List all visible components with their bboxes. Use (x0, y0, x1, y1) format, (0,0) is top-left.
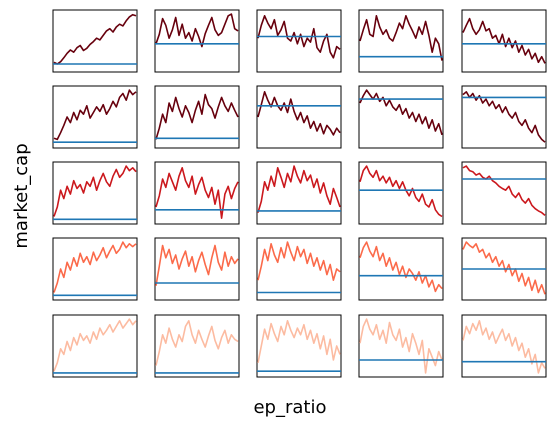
panel-r2-c3 (256, 85, 342, 149)
series-line (155, 167, 239, 219)
panel-frame (52, 314, 138, 378)
series-line (155, 13, 239, 48)
series-line (53, 241, 137, 293)
panel-frame (358, 161, 444, 225)
series-line (359, 15, 443, 61)
panel-frame (154, 9, 240, 73)
panel-frame (461, 85, 547, 149)
panel-r4-c3 (256, 237, 342, 301)
y-axis-label: market_cap (11, 143, 32, 248)
series-line (359, 241, 443, 293)
panel-frame (256, 161, 342, 225)
panel-r3-c3 (256, 161, 342, 225)
panel-r2-c4 (358, 85, 444, 149)
series-line (257, 241, 341, 282)
series-line (155, 244, 239, 286)
panel-frame (461, 161, 547, 225)
panel-r3-c4 (358, 161, 444, 225)
panel-r3-c5 (461, 161, 547, 225)
panel-r2-c1 (52, 85, 138, 149)
panel-grid (52, 9, 547, 378)
panel-r1-c2 (154, 9, 240, 73)
panel-r1-c5 (461, 9, 547, 73)
panel-r4-c5 (461, 237, 547, 301)
panel-r1-c4 (358, 9, 444, 73)
series-line (462, 241, 546, 295)
panel-r5-c4 (358, 314, 444, 378)
series-line (53, 165, 137, 217)
panel-frame (154, 314, 240, 378)
panel-r3-c1 (52, 161, 138, 225)
series-line (53, 13, 137, 65)
panel-r4-c4 (358, 237, 444, 301)
series-line (257, 165, 341, 213)
panel-r5-c5 (461, 314, 547, 378)
panel-frame (154, 161, 240, 225)
panel-r5-c3 (256, 314, 342, 378)
series-line (53, 89, 137, 141)
panel-frame (461, 314, 547, 378)
series-line (462, 17, 546, 64)
panel-r3-c2 (154, 161, 240, 225)
series-line (462, 165, 546, 217)
series-line (257, 15, 341, 59)
panel-r4-c2 (154, 237, 240, 301)
series-line (257, 319, 341, 363)
panel-r4-c1 (52, 237, 138, 301)
panel-r2-c2 (154, 85, 240, 149)
panel-r2-c5 (461, 85, 547, 149)
x-axis-label: ep_ratio (253, 397, 326, 418)
series-line (359, 318, 443, 374)
series-line (53, 318, 137, 372)
series-line (462, 91, 546, 143)
panel-frame (52, 237, 138, 301)
panel-r5-c1 (52, 314, 138, 378)
panel-r1-c1 (52, 9, 138, 73)
panel-r1-c3 (256, 9, 342, 73)
series-line (155, 93, 239, 140)
panel-r5-c2 (154, 314, 240, 378)
panel-frame (358, 314, 444, 378)
series-line (155, 319, 239, 366)
panel-frame (358, 9, 444, 73)
series-line (359, 89, 443, 136)
panel-frame (358, 85, 444, 149)
series-line (359, 165, 443, 218)
